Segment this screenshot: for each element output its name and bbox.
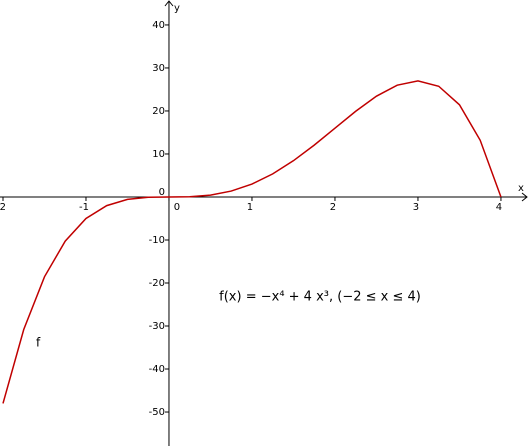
formula: f(x) = −x⁴ + 4 x³, (−2 ≤ x ≤ 4) xyxy=(219,290,421,305)
y-tick-label: 20 xyxy=(152,106,165,117)
x-tick-label: 4 xyxy=(496,202,502,213)
y-tick-label: 40 xyxy=(152,20,165,31)
x-tick-label: 1 xyxy=(247,202,253,213)
y-tick-label: -50 xyxy=(149,407,165,418)
y-axis-label: y xyxy=(174,3,180,14)
y-tick-label: -10 xyxy=(149,235,165,246)
y-tick-label: 30 xyxy=(152,63,165,74)
x-arrow xyxy=(521,192,528,202)
y-tick-label: -30 xyxy=(149,321,165,332)
y-tick-label: -20 xyxy=(149,278,165,289)
y-arrow xyxy=(164,0,174,7)
x-tick-label: 0 xyxy=(174,202,180,213)
x-axis-label: x xyxy=(518,183,524,194)
y-tick-label: 0 xyxy=(159,187,165,198)
curve xyxy=(2,80,502,404)
y-tick-label: -40 xyxy=(149,364,165,375)
curve-label: f xyxy=(36,336,41,350)
x-tick-label: -1 xyxy=(79,202,89,213)
x-tick-label: 2 xyxy=(330,202,336,213)
x-tick-label: -2 xyxy=(0,202,6,213)
x-tick-label: 3 xyxy=(413,202,419,213)
y-tick-label: 10 xyxy=(152,149,165,160)
